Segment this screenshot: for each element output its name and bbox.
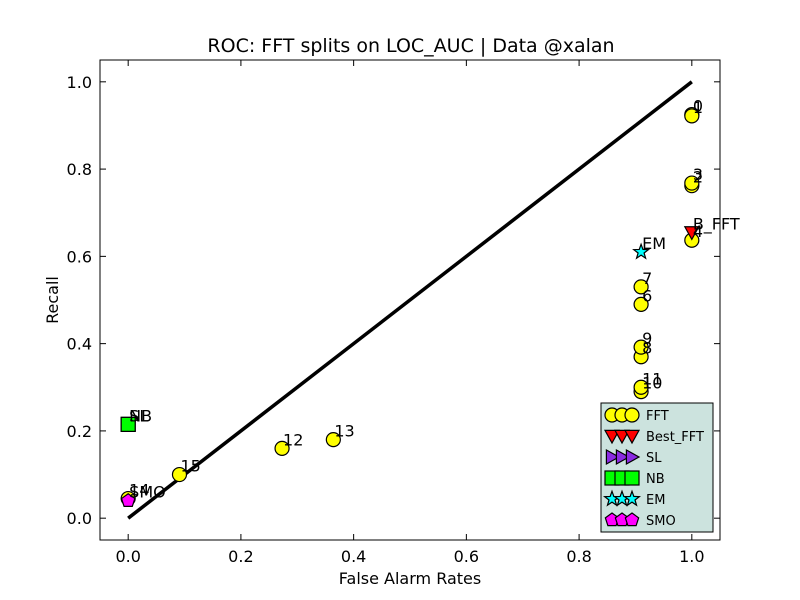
point-label: 4 <box>693 222 703 241</box>
legend-marker-sl <box>615 448 631 466</box>
legend-box <box>600 402 714 533</box>
chart-title: ROC: FFT splits on LOC_AUC | Data @xalan <box>207 35 614 57</box>
point-label: 1 <box>693 98 703 117</box>
legend-label: Best_FFT <box>646 430 704 445</box>
x-tick-label: 0.4 <box>341 547 366 566</box>
legend-marker-best-fft <box>603 429 621 445</box>
point-label: 14 <box>129 481 149 500</box>
point-label: EM <box>642 234 666 253</box>
y-tick-label: 0.4 <box>67 335 92 354</box>
point-label: 10 <box>642 374 662 393</box>
point-label: 3 <box>693 165 703 184</box>
data-point-smo <box>120 492 136 507</box>
legend: FFT Best_FFT SL NB EM SMO <box>600 402 714 533</box>
legend-label: FFT <box>646 409 669 424</box>
x-tick-label: 0.8 <box>566 547 591 566</box>
x-axis-label: False Alarm Rates <box>339 569 481 588</box>
x-tick-label: 1.0 <box>679 547 704 566</box>
y-tick-label: 0.6 <box>67 247 92 266</box>
legend-marker-nb <box>624 470 640 486</box>
data-point-fft <box>274 440 290 456</box>
diagonal-line-path <box>127 80 693 520</box>
point-label: 2 <box>693 168 703 187</box>
legend-label: SL <box>646 451 662 466</box>
y-tick-label: 0.8 <box>67 160 92 179</box>
x-tick-label: 0.6 <box>454 547 479 566</box>
legend-marker-smo <box>624 512 640 527</box>
legend-marker-sl <box>605 448 621 466</box>
point-label: 7 <box>642 269 652 288</box>
y-tick-label: 1.0 <box>67 73 92 92</box>
data-point-fft <box>633 379 649 395</box>
data-point-em <box>632 242 651 260</box>
y-tick-label: 0.2 <box>67 422 92 441</box>
point-label: B_FFT <box>693 214 740 234</box>
point-label: 0 <box>693 97 703 116</box>
legend-marker-em <box>622 489 642 507</box>
point-label: 12 <box>283 430 303 449</box>
data-points <box>120 106 700 507</box>
y-axis-label: Recall <box>43 276 62 324</box>
point-label: 9 <box>642 329 652 348</box>
legend-marker-fft <box>624 407 640 423</box>
data-point-fft <box>171 466 188 483</box>
legend-marker-best-fft <box>623 429 641 445</box>
diagonal-line <box>127 80 693 520</box>
legend-label: SMO <box>646 514 676 529</box>
y-tick-label: 0.0 <box>67 509 92 528</box>
point-label: 11 <box>642 369 662 388</box>
point-label: SMO <box>129 483 166 502</box>
point-label: 13 <box>334 422 354 441</box>
legend-label: EM <box>646 493 665 508</box>
x-tick-label: 0.2 <box>228 547 253 566</box>
point-label: 8 <box>642 339 652 358</box>
data-point-fft <box>633 279 649 295</box>
axis-ticks: 0.0 0.2 0.4 0.6 0.8 1.0 0.0 0.2 0.4 0.6 0.8 1.0 <box>67 60 720 566</box>
point-label: SL <box>129 406 148 425</box>
data-point-nb <box>120 416 136 432</box>
data-point-fft <box>684 108 700 124</box>
x-tick-label: 0.0 <box>115 547 140 566</box>
point-label: 6 <box>642 286 652 305</box>
point-label: 15 <box>180 457 200 476</box>
data-point-fft <box>633 339 649 355</box>
data-point-fft <box>633 296 649 312</box>
point-label: NB <box>129 406 152 425</box>
data-point-best-fft <box>683 226 700 241</box>
legend-marker-best-fft <box>613 429 631 445</box>
legend-marker-sl <box>625 448 641 466</box>
data-point-fft <box>684 175 700 191</box>
data-point-fft <box>325 432 341 448</box>
legend-label: NB <box>646 472 665 487</box>
